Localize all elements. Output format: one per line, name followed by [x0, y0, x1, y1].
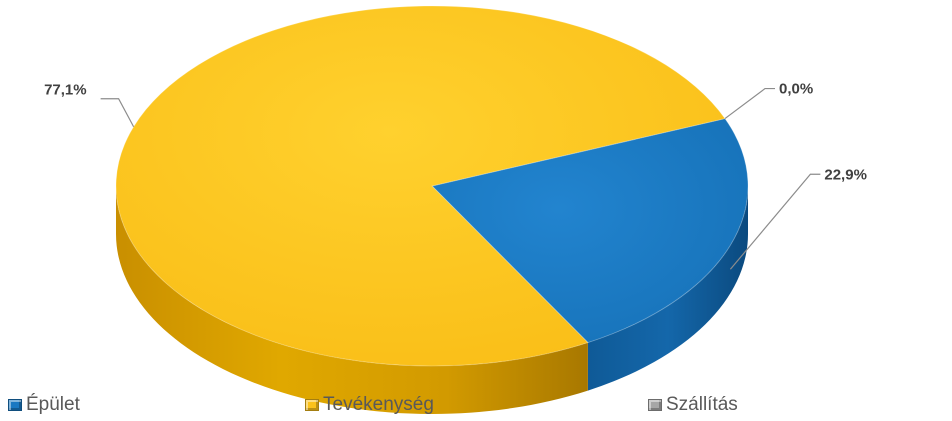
legend-swatch-tevekenyseg: [305, 399, 319, 411]
data-label-0: 22,9%: [824, 166, 867, 183]
legend-label-szallitas: Szállítás: [666, 394, 738, 415]
legend-item-tevekenyseg: Tevékenység: [305, 394, 434, 416]
pie-slice-0: [431, 118, 749, 344]
legend-swatch-epulet: [8, 399, 22, 411]
legend-item-szallitas: Szállítás: [648, 394, 738, 416]
legend-item-epulet: Épület: [8, 394, 80, 416]
legend-swatch-szallitas: [648, 399, 662, 411]
data-label-1: 77,1%: [44, 82, 87, 99]
legend: Épület Tevékenység Szállítás: [0, 394, 952, 418]
pie-side-0: [587, 186, 748, 391]
leader-line-2: [724, 87, 775, 120]
leader-line-0: [729, 173, 821, 270]
legend-label-epulet: Épület: [26, 394, 80, 415]
legend-label-tevekenyseg: Tevékenység: [323, 394, 434, 415]
data-label-2: 0,0%: [779, 81, 813, 98]
leader-line-1: [100, 98, 135, 128]
pie-side-1: [116, 186, 588, 414]
